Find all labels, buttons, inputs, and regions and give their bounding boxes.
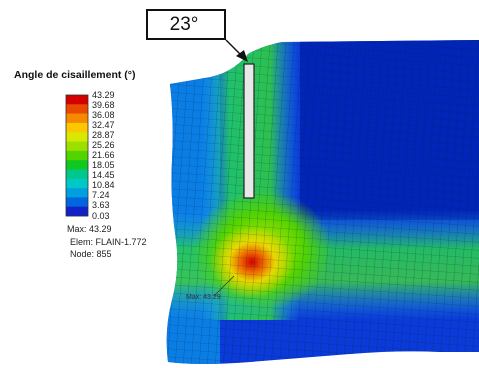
legend-tick-label: 25.26 — [92, 139, 115, 150]
legend-tick-label: 28.87 — [92, 129, 115, 140]
legend-swatch — [66, 141, 88, 152]
legend-swatch — [66, 206, 88, 217]
info-elem: Elem: FLAIN-1.772 — [70, 237, 147, 247]
legend-tick-label: 21.66 — [92, 150, 115, 160]
legend-swatch — [66, 132, 88, 142]
legend-color-bar — [66, 95, 88, 217]
legend-tick-label: 14.45 — [92, 170, 115, 181]
legend-swatch — [66, 95, 88, 105]
legend-tick-label: 0.03 — [92, 210, 110, 221]
legend-tick-label: 7.24 — [92, 190, 110, 201]
angle-callout: 23° — [146, 9, 226, 40]
legend-swatch — [66, 122, 88, 133]
fabric-mesh — [166, 40, 479, 364]
legend-swatch — [66, 104, 88, 114]
legend-swatch — [66, 197, 88, 207]
legend-swatch — [66, 150, 88, 161]
legend-tick-label: 43.29 — [92, 89, 115, 100]
legend-title: Angle de cisaillement (°) — [14, 69, 136, 81]
legend-tick-label: 39.68 — [92, 99, 115, 110]
legend-swatch — [66, 178, 88, 189]
legend-tick-label: 3.63 — [92, 200, 110, 211]
legend-swatch — [66, 169, 88, 180]
legend-swatch — [66, 160, 88, 170]
legend-tick-label: 10.84 — [92, 180, 115, 191]
legend-tick-label: 32.47 — [92, 119, 115, 130]
legend-swatch — [66, 113, 88, 124]
info-max: Max: 43.29 — [67, 224, 112, 234]
legend-tick-label: 18.05 — [92, 160, 115, 171]
max-marker-label: Max: 43.29 — [186, 294, 221, 301]
blade — [243, 63, 255, 199]
callout-arrowhead — [236, 50, 248, 62]
max-marker-leader — [213, 275, 235, 297]
info-node: Node: 855 — [70, 249, 112, 259]
legend-swatch — [66, 188, 88, 198]
legend-tick-label: 36.08 — [92, 109, 115, 120]
angle-callout-label: 23° — [169, 13, 199, 35]
